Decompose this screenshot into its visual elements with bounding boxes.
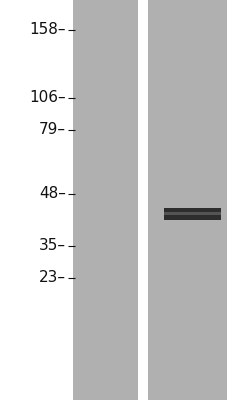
- Bar: [163, 212, 220, 215]
- Bar: [163, 222, 220, 225]
- Bar: [73, 0, 137, 400]
- Text: 106–: 106–: [29, 90, 66, 106]
- Text: 35–: 35–: [39, 238, 66, 254]
- Bar: [137, 0, 148, 400]
- Bar: [163, 208, 220, 220]
- Text: 48–: 48–: [39, 186, 66, 202]
- Text: 23–: 23–: [39, 270, 66, 286]
- Text: 79–: 79–: [39, 122, 66, 138]
- Bar: [148, 0, 227, 400]
- Text: 158–: 158–: [30, 22, 66, 38]
